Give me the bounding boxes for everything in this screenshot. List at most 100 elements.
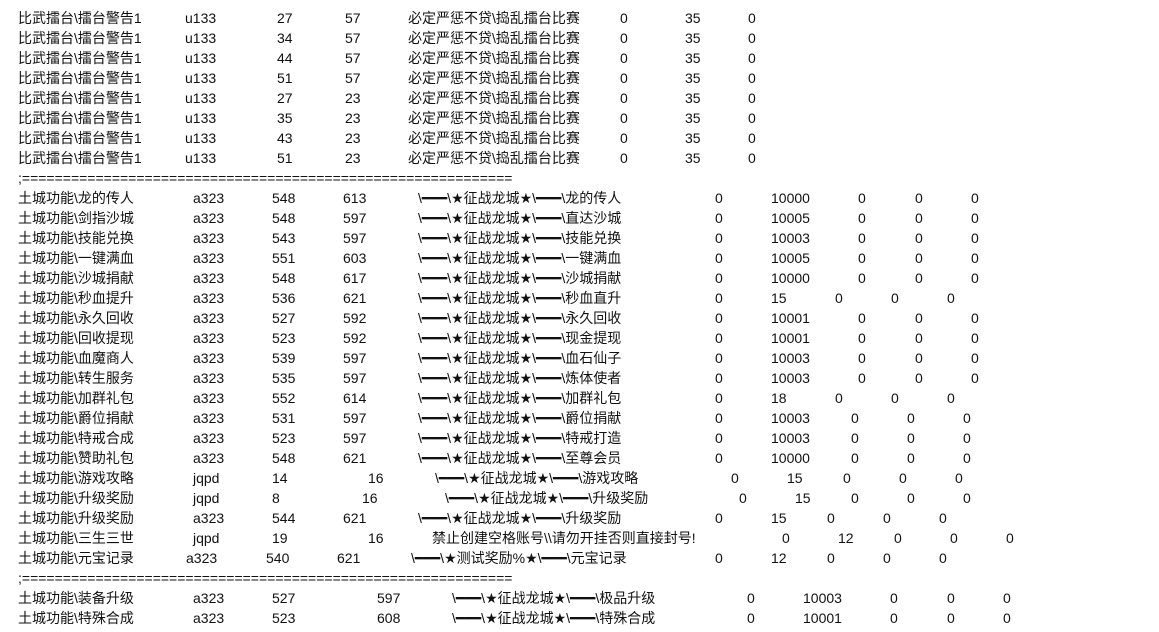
cell-v5: 0 [971,250,979,266]
cell-v2: 15 [771,290,787,306]
cell-name: 比武擂台\擂台警告1 [18,150,142,166]
config-line[interactable]: 土城功能\龙的传人 a323 548 613 \━━━\★征战龙城★\━━━\龙的传人 0… [0,188,1159,208]
cell-v2: 10003 [771,370,810,386]
config-line[interactable]: 土城功能\赞助礼包 a323 548 621 \━━━\★征战龙城★\━━━\至尊会员 0… [0,448,1159,468]
cell-v4: 0 [915,370,923,386]
cell-name: 土城功能\特殊合成 [18,610,134,626]
config-line[interactable]: 土城功能\爵位捐献 a323 531 597 \━━━\★征战龙城★\━━━\爵位捐献 0… [0,408,1159,428]
config-line[interactable]: 土城功能\特戒合成 a323 523 597 \━━━\★征战龙城★\━━━\特戒打造 0… [0,428,1159,448]
cell-v3: 0 [858,330,866,346]
cell-v3: 0 [748,50,756,66]
cell-y: 613 [343,190,367,206]
cell-v5: 0 [971,230,979,246]
config-line[interactable]: 比武擂台\擂台警告1 u133 51 23 必定严惩不贷\捣乱擂台比赛 0 35 0 [0,148,1159,168]
config-line[interactable]: 土城功能\转生服务 a323 535 597 \━━━\★征战龙城★\━━━\炼体使者 0… [0,368,1159,388]
cell-v2: 10000 [771,450,810,466]
cell-script-text: 必定严惩不贷\捣乱擂台比赛 [408,70,580,86]
cell-name: 土城功能\特戒合成 [18,430,134,446]
cell-v3: 0 [748,150,756,166]
cell-v1: 0 [620,70,628,86]
cell-v4: 0 [947,610,955,626]
cell-x: 523 [272,430,296,446]
cell-x: 552 [272,390,296,406]
config-line[interactable]: 土城功能\血魔商人 a323 539 597 \━━━\★征战龙城★\━━━\血石仙子 0… [0,348,1159,368]
cell-x: 19 [272,530,288,546]
cell-x: 523 [272,330,296,346]
config-line[interactable]: 土城功能\特殊合成 a323 523 608 \━━━\★征战龙城★\━━━\特殊合成 0… [0,608,1159,628]
config-line[interactable]: 土城功能\元宝记录 a323 540 621 \━━━\★测试奖励%★\━━━\元宝记录… [0,548,1159,568]
cell-v1: 0 [620,50,628,66]
config-line[interactable]: 土城功能\加群礼包 a323 552 614 \━━━\★征战龙城★\━━━\加群礼包 0… [0,388,1159,408]
cell-v5: 0 [939,510,947,526]
config-line[interactable]: 比武擂台\擂台警告1 u133 27 57 必定严惩不贷\捣乱擂台比赛 0 35 0 [0,8,1159,28]
cell-v4: 0 [883,510,891,526]
cell-x: 34 [277,30,293,46]
cell-npc-id: a323 [193,310,225,326]
config-line[interactable]: 比武擂台\擂台警告1 u133 44 57 必定严惩不贷\捣乱擂台比赛 0 35 0 [0,48,1159,68]
config-line[interactable]: 土城功能\装备升级 a323 527 597 \━━━\★征战龙城★\━━━\极品升级 0… [0,588,1159,608]
cell-v3: 0 [851,450,859,466]
cell-v1: 0 [715,550,723,566]
cell-y: 57 [345,70,361,86]
separator-line[interactable]: ;=======================================… [0,168,1159,188]
cell-name: 土城功能\龙的传人 [18,190,134,206]
config-line[interactable]: 土城功能\升级奖励 jqpd 8 16 \━━━\★征战龙城★\━━━\升级奖励 0 15 0… [0,488,1159,508]
cell-v2: 10003 [771,410,810,426]
cell-x: 51 [277,70,293,86]
config-line[interactable]: 土城功能\剑指沙城 a323 548 597 \━━━\★征战龙城★\━━━\直达沙城 0… [0,208,1159,228]
cell-y: 16 [362,490,378,506]
config-line[interactable]: 比武擂台\擂台警告1 u133 43 23 必定严惩不贷\捣乱擂台比赛 0 35 0 [0,128,1159,148]
cell-x: 8 [272,490,280,506]
cell-y: 621 [343,290,367,306]
cell-v2: 10005 [771,250,810,266]
config-line[interactable]: 比武擂台\擂台警告1 u133 51 57 必定严惩不贷\捣乱擂台比赛 0 35 0 [0,68,1159,88]
cell-name: 土城功能\元宝记录 [18,550,134,566]
cell-y: 23 [345,110,361,126]
cell-v3: 0 [858,270,866,286]
config-line[interactable]: 比武擂台\擂台警告1 u133 34 57 必定严惩不贷\捣乱擂台比赛 0 35 0 [0,28,1159,48]
config-line[interactable]: 土城功能\三生三世 jqpd 19 16 禁止创建空格账号\\请勿开挂否则直接封号! 0 1… [0,528,1159,548]
config-line[interactable]: 土城功能\回收提现 a323 523 592 \━━━\★征战龙城★\━━━\现金提现 0… [0,328,1159,348]
cell-name: 土城功能\秒血提升 [18,290,134,306]
config-line[interactable]: 土城功能\升级奖励 a323 544 621 \━━━\★征战龙城★\━━━\升级奖励 0… [0,508,1159,528]
cell-v1: 0 [715,330,723,346]
cell-name: 比武擂台\擂台警告1 [18,130,142,146]
cell-y: 23 [345,150,361,166]
config-line[interactable]: 土城功能\一键满血 a323 551 603 \━━━\★征战龙城★\━━━\一键满血 0… [0,248,1159,268]
config-line[interactable]: 土城功能\游戏攻略 jqpd 14 16 \━━━\★征战龙城★\━━━\游戏攻略 0 15… [0,468,1159,488]
cell-y: 597 [377,590,401,606]
cell-y: 16 [368,530,384,546]
cell-v1: 0 [620,10,628,26]
config-line[interactable]: 比武擂台\擂台警告1 u133 27 23 必定严惩不贷\捣乱擂台比赛 0 35 0 [0,88,1159,108]
cell-name: 土城功能\一键满血 [18,250,134,266]
cell-v4: 0 [915,250,923,266]
cell-name: 土城功能\血魔商人 [18,350,134,366]
cell-v1: 0 [620,90,628,106]
config-line[interactable]: 土城功能\秒血提升 a323 536 621 \━━━\★征战龙城★\━━━\秒血直升 0… [0,288,1159,308]
cell-script-text: 必定严惩不贷\捣乱擂台比赛 [408,110,580,126]
cell-v1: 0 [715,450,723,466]
cell-v5: 0 [971,370,979,386]
cell-npc-id: a323 [193,390,225,406]
config-line[interactable]: 土城功能\沙城捐献 a323 548 617 \━━━\★征战龙城★\━━━\沙城捐献 0… [0,268,1159,288]
cell-name: 比武擂台\擂台警告1 [18,10,142,26]
cell-npc-id: a323 [193,430,225,446]
cell-v4: 0 [915,350,923,366]
cell-v4: 0 [907,450,915,466]
cell-v2: 15 [787,470,803,486]
config-line[interactable]: 土城功能\技能兑换 a323 543 597 \━━━\★征战龙城★\━━━\技能兑换 0… [0,228,1159,248]
cell-v3: 0 [851,430,859,446]
cell-v2: 10001 [771,330,810,346]
config-line[interactable]: 比武擂台\擂台警告1 u133 35 23 必定严惩不贷\捣乱擂台比赛 0 35 0 [0,108,1159,128]
cell-v2: 35 [685,130,701,146]
cell-v2: 35 [685,30,701,46]
cell-v3: 0 [858,230,866,246]
cell-npc-id: a323 [193,250,225,266]
cell-x: 14 [272,470,288,486]
cell-x: 548 [272,270,296,286]
cell-v3: 0 [858,370,866,386]
cell-y: 608 [377,610,401,626]
config-line[interactable]: 土城功能\永久回收 a323 527 592 \━━━\★征战龙城★\━━━\永久回收 0… [0,308,1159,328]
separator-line[interactable]: ;=======================================… [0,568,1159,588]
